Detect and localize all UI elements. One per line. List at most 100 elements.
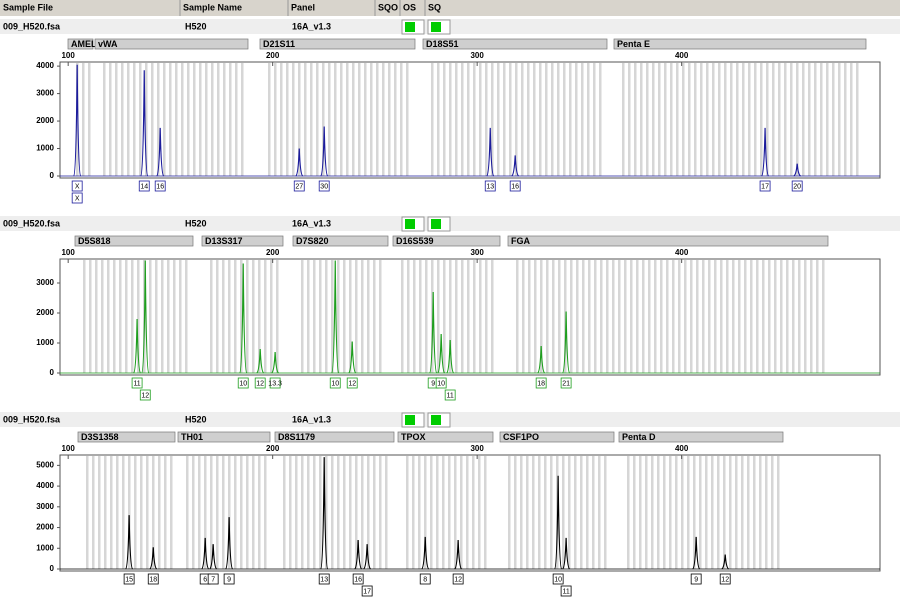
allele-bin — [325, 260, 328, 373]
allele-bin — [274, 63, 277, 176]
allele-bin — [765, 456, 768, 569]
allele-bin — [568, 456, 571, 569]
allele-bin — [331, 456, 334, 569]
allele-bin — [826, 63, 829, 176]
allele-bin — [780, 260, 783, 373]
allele-bin — [676, 63, 679, 176]
allele-bin — [467, 260, 470, 373]
marker-label: vWA — [98, 39, 118, 49]
allele-bin — [406, 63, 409, 176]
allele-bin — [316, 63, 319, 176]
panel-name: 16A_v1.3 — [292, 218, 331, 228]
allele-bin — [388, 63, 391, 176]
allele-bin — [550, 456, 553, 569]
allele-bin — [557, 63, 560, 176]
allele-bin — [276, 260, 279, 373]
allele-bin — [581, 63, 584, 176]
allele-bin — [582, 260, 585, 373]
allele-bin — [786, 260, 789, 373]
allele-bin — [705, 456, 708, 569]
allele-label: 18 — [149, 576, 157, 583]
x-tick-label: 100 — [61, 51, 75, 60]
allele-bin — [442, 456, 445, 569]
allele-bin — [651, 456, 654, 569]
allele-bin — [133, 63, 136, 176]
allele-bin — [340, 63, 343, 176]
y-tick-label: 0 — [50, 171, 55, 180]
allele-bin — [592, 456, 595, 569]
allele-label: 12 — [454, 576, 462, 583]
marker-label: FGA — [511, 236, 530, 246]
y-tick-label: 3000 — [36, 502, 54, 511]
allele-bin — [551, 63, 554, 176]
allele-bin — [367, 260, 370, 373]
allele-bin — [808, 63, 811, 176]
allele-bin — [688, 63, 691, 176]
allele-bin — [104, 456, 107, 569]
y-tick-label: 0 — [50, 564, 55, 573]
allele-bin — [199, 63, 202, 176]
allele-bin — [681, 456, 684, 569]
allele-bin — [657, 456, 660, 569]
allele-bin — [419, 260, 422, 373]
sample-file: 009_H520.fsa — [3, 218, 61, 228]
allele-label: 12 — [256, 380, 264, 387]
allele-bin — [587, 63, 590, 176]
allele-bin — [678, 260, 681, 373]
allele-bin — [497, 63, 500, 176]
allele-label: 18 — [537, 380, 545, 387]
allele-label: X — [75, 183, 80, 190]
y-tick-label: 1000 — [36, 543, 54, 552]
marker-label: Penta E — [617, 39, 650, 49]
allele-bin — [850, 63, 853, 176]
allele-bin — [122, 456, 125, 569]
sample-name: H520 — [185, 414, 207, 424]
allele-bin — [604, 456, 607, 569]
allele-bin — [645, 456, 648, 569]
allele-bin — [717, 456, 720, 569]
x-tick-label: 100 — [61, 248, 75, 257]
allele-bin — [370, 63, 373, 176]
allele-bin — [198, 456, 201, 569]
allele-bin — [304, 63, 307, 176]
allele-bin — [820, 63, 823, 176]
x-tick-label: 100 — [61, 444, 75, 453]
allele-label: 12 — [348, 380, 356, 387]
allele-bin — [234, 260, 237, 373]
allele-bin — [593, 63, 596, 176]
allele-bin — [533, 63, 536, 176]
allele-bin — [379, 260, 382, 373]
allele-label: 11 — [133, 380, 140, 387]
allele-label: 6 — [203, 576, 207, 583]
allele-bin — [711, 456, 714, 569]
allele-bin — [466, 456, 469, 569]
allele-bin — [431, 63, 434, 176]
allele-bin — [816, 260, 819, 373]
allele-bin — [762, 260, 765, 373]
allele-bin — [101, 260, 104, 373]
allele-bin — [648, 260, 651, 373]
allele-label: 9 — [227, 576, 231, 583]
allele-bin — [720, 260, 723, 373]
allele-bin — [355, 260, 358, 373]
allele-bin — [774, 260, 777, 373]
allele-bin — [696, 260, 699, 373]
allele-bin — [264, 260, 267, 373]
allele-bin — [658, 63, 661, 176]
x-tick-label: 400 — [675, 444, 689, 453]
allele-bin — [599, 63, 602, 176]
allele-bin — [418, 456, 421, 569]
column-header: OS — [403, 2, 416, 12]
allele-bin — [246, 260, 249, 373]
allele-bin — [484, 456, 487, 569]
allele-bin — [234, 456, 237, 569]
allele-bin — [768, 260, 771, 373]
allele-label: 9 — [431, 380, 435, 387]
allele-bin — [479, 260, 482, 373]
panel-name: 16A_v1.3 — [292, 21, 331, 31]
marker-label: Penta D — [622, 432, 656, 442]
allele-bin — [544, 456, 547, 569]
allele-bin — [804, 260, 807, 373]
allele-bin — [373, 260, 376, 373]
allele-bin — [158, 456, 161, 569]
